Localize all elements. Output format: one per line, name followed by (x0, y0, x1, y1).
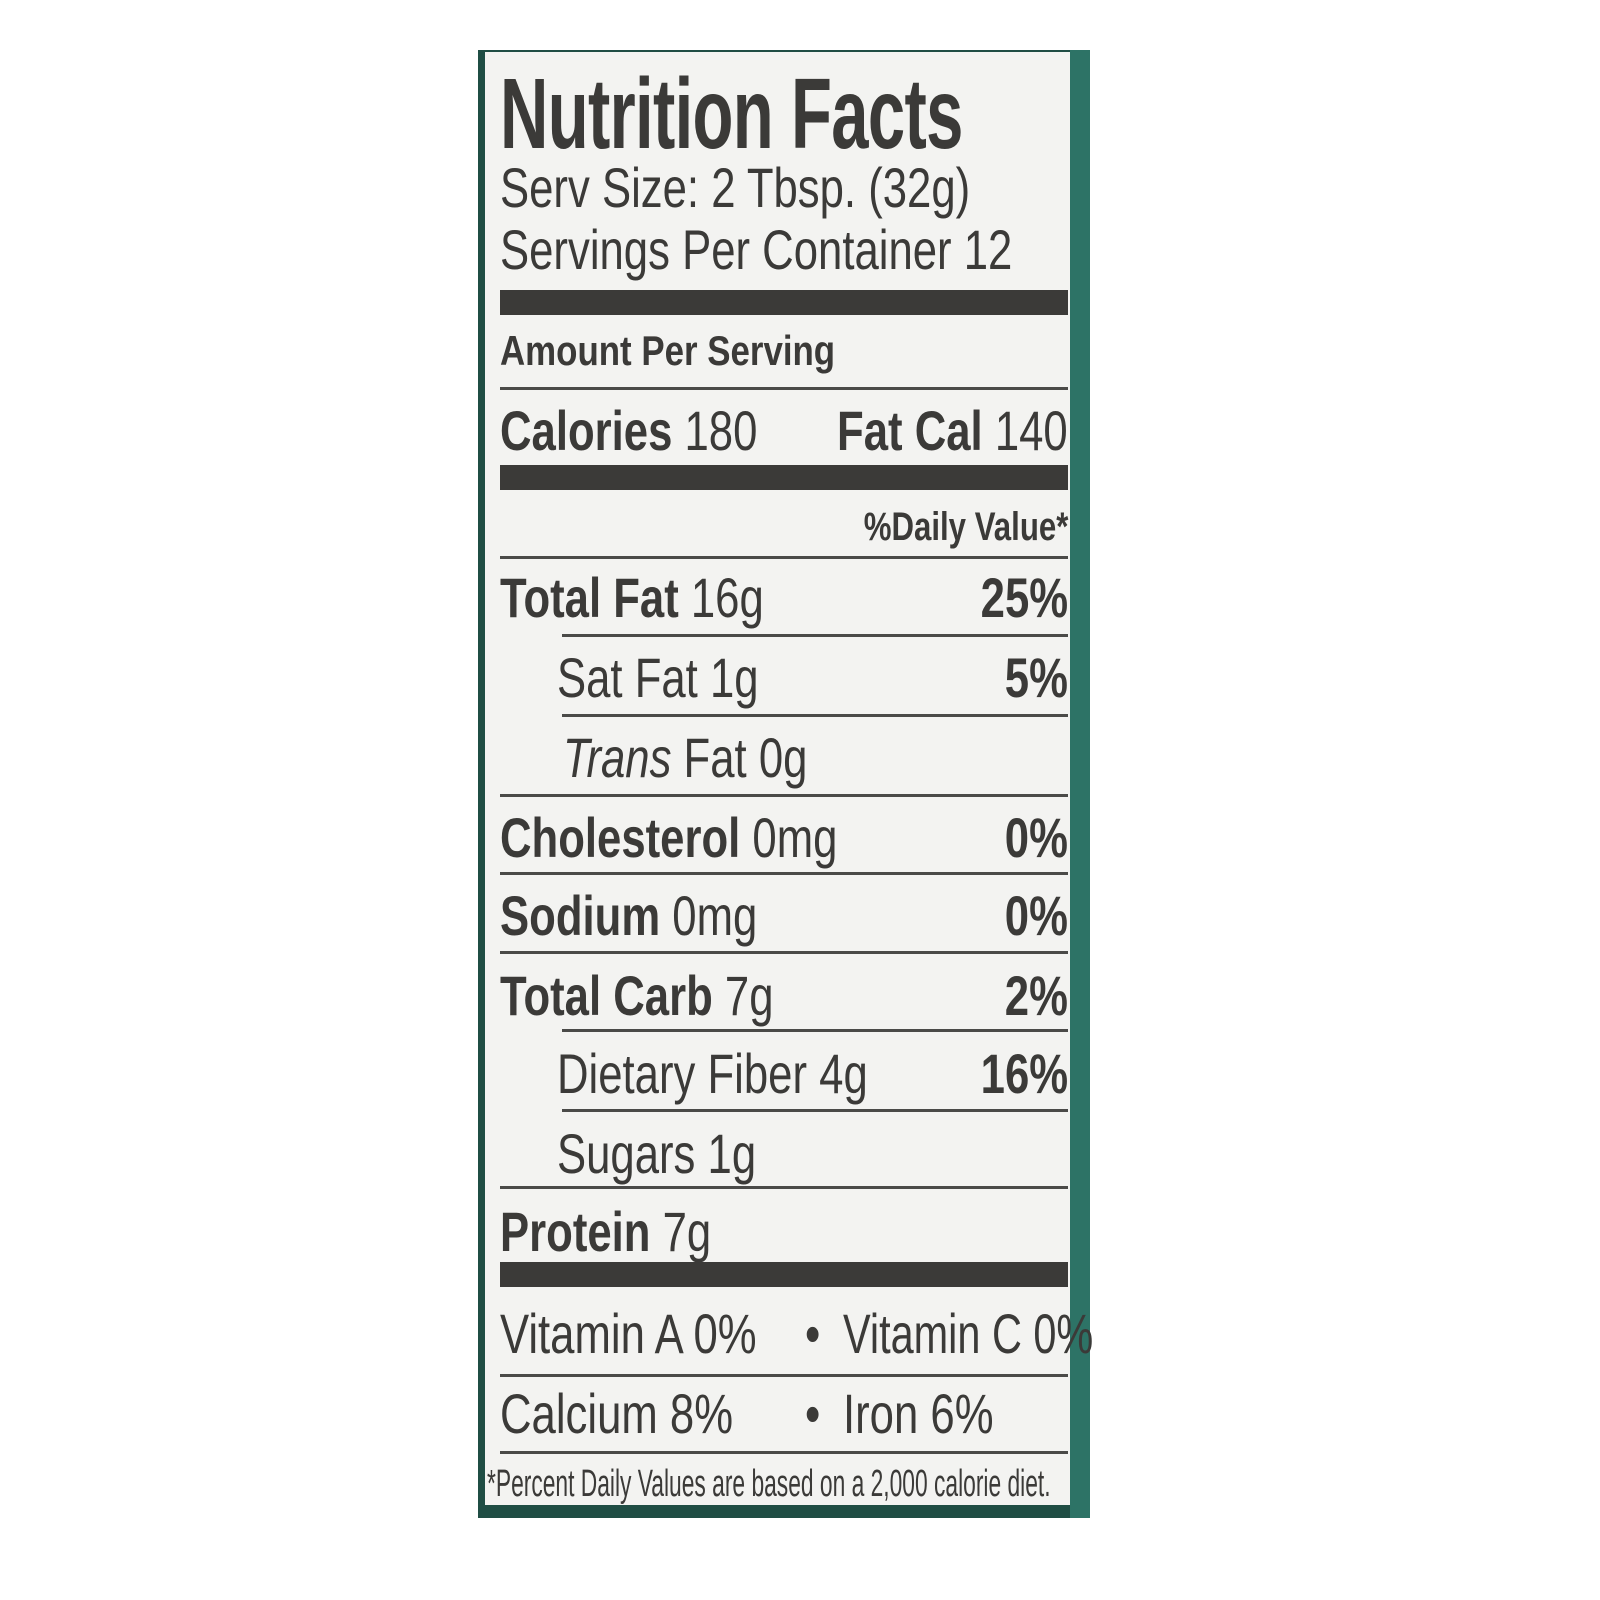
nutrient-label: Total Fat (500, 566, 679, 629)
divider (562, 1109, 1068, 1112)
nutrient-daily-value: 16% (980, 1042, 1068, 1105)
nutrient-label: Total Carb (500, 964, 713, 1027)
bullet: • (805, 1302, 821, 1365)
nutrient-amount: 16g (690, 566, 764, 629)
calories: Calories 180 (500, 403, 757, 459)
thick-divider (500, 465, 1068, 490)
nutrient-label: Sodium (500, 884, 661, 947)
nutrient-row-sodium: Sodium 0mg 0% (500, 888, 1068, 944)
divider (500, 1451, 1068, 1454)
serving-size-row: Serv Size: 2 Tbsp. (32g) (500, 160, 1068, 216)
nutrient-amount: 0g (758, 726, 808, 789)
nutrient-amount: 4g (819, 1042, 868, 1105)
nutrient-name: Trans Fat 0g (563, 730, 807, 786)
nutrient-daily-value: 25% (980, 566, 1068, 629)
calories-label: Calories (500, 399, 673, 462)
bullet: • (805, 1382, 821, 1445)
nutrient-row-sat-fat: Sat Fat 1g 5% (500, 650, 1068, 706)
label-title: Nutrition Facts (500, 58, 963, 170)
divider (500, 951, 1068, 954)
calcium: Calcium 8% (500, 1382, 734, 1445)
amount-per-serving: Amount Per Serving (500, 327, 836, 374)
footnote: *Percent Daily Values are based on a 2,0… (487, 1463, 1051, 1505)
nutrient-daily-value: 5% (1004, 646, 1068, 709)
nutrient-amount: 0mg (752, 806, 838, 869)
daily-value-header: %Daily Value* (863, 505, 1068, 549)
divider (500, 387, 1068, 390)
serving-size: Serv Size: 2 Tbsp. (32g) (500, 156, 971, 219)
nutrient-amount: 0mg (672, 884, 758, 947)
divider (500, 1374, 1068, 1377)
nutrient-name: Protein 7g (500, 1204, 711, 1260)
footnote-row: *Percent Daily Values are based on a 2,0… (487, 1465, 1072, 1503)
package-edge (1070, 50, 1090, 1518)
nutrient-row-total-carb: Total Carb 7g 2% (500, 968, 1068, 1024)
divider (500, 556, 1068, 559)
nutrient-label: Dietary Fiber (557, 1042, 808, 1105)
amount-per-serving-row: Amount Per Serving (500, 330, 1068, 372)
divider (500, 872, 1068, 875)
nutrient-label: Cholesterol (500, 806, 741, 869)
vitamin-row-2: Calcium 8% • Iron 6% (500, 1386, 1068, 1442)
divider (562, 634, 1068, 637)
fat-calories: Fat Cal 140 (837, 403, 1068, 459)
vitamin-c: Vitamin C 0% (843, 1302, 1094, 1365)
nutrient-row-total-fat: Total Fat 16g 25% (500, 570, 1068, 626)
vitamin-a: Vitamin A 0% (500, 1302, 757, 1365)
calories-value: 180 (684, 399, 758, 462)
nutrient-label: Protein (500, 1200, 651, 1263)
nutrient-amount: 1g (707, 1122, 757, 1185)
nutrient-name: Total Carb 7g (500, 968, 773, 1024)
nutrient-daily-value: 0% (1004, 806, 1068, 869)
nutrient-label: Sugars (557, 1122, 696, 1185)
nutrient-label: Sat Fat (557, 646, 698, 709)
nutrient-row-dietary-fiber: Dietary Fiber 4g 16% (500, 1046, 1068, 1102)
divider (562, 714, 1068, 717)
nutrient-name: Sugars 1g (557, 1126, 756, 1182)
title-row: Nutrition Facts (500, 64, 1068, 164)
daily-value-header-row: %Daily Value* (500, 507, 1068, 547)
servings-per-container: Servings Per Container 12 (500, 218, 1013, 281)
nutrient-daily-value: 2% (1004, 964, 1068, 1027)
nutrient-row-protein: Protein 7g (500, 1204, 1068, 1260)
servings-per-container-row: Servings Per Container 12 (500, 222, 1068, 278)
nutrient-label-rest: Fat (683, 726, 747, 789)
nutrient-name: Sodium 0mg (500, 888, 757, 944)
nutrient-name: Dietary Fiber 4g (557, 1046, 868, 1102)
nutrient-amount: 1g (709, 646, 759, 709)
nutrient-amount: 7g (662, 1200, 712, 1263)
thick-divider (500, 1262, 1068, 1287)
nutrient-label: Trans (563, 726, 672, 789)
thick-divider (500, 290, 1068, 315)
iron: Iron 6% (843, 1382, 994, 1445)
nutrient-amount: 7g (724, 964, 774, 1027)
nutrient-row-sugars: Sugars 1g (500, 1126, 1068, 1182)
nutrient-row-cholesterol: Cholesterol 0mg 0% (500, 810, 1068, 866)
fat-calories-value: 140 (995, 399, 1068, 462)
divider (562, 1029, 1068, 1032)
nutrient-name: Cholesterol 0mg (500, 810, 837, 866)
nutrient-name: Total Fat 16g (500, 570, 764, 626)
nutrient-name: Sat Fat 1g (557, 650, 759, 706)
vitamin-row-1: Vitamin A 0% • Vitamin C 0% (500, 1306, 1093, 1362)
nutrient-daily-value: 0% (1004, 884, 1068, 947)
calories-row: Calories 180 Fat Cal 140 (500, 403, 1068, 459)
nutrient-row-trans-fat: Trans Fat 0g (500, 730, 1068, 786)
divider (500, 794, 1068, 797)
fat-calories-label: Fat Cal (837, 399, 983, 462)
divider (500, 1186, 1068, 1189)
